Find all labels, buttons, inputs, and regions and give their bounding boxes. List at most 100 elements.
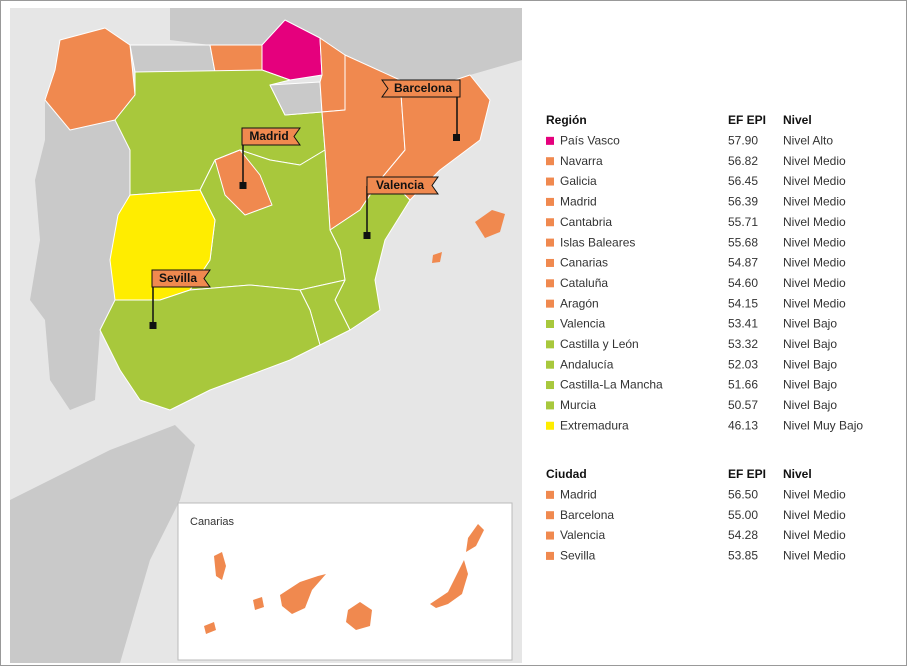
row-score: 52.03 [728,357,758,371]
canarias-inset: Canarias [177,502,513,661]
row-name: Aragón [560,296,599,310]
column-header: Nivel [783,113,812,127]
island [280,574,326,614]
row-score: 54.60 [728,276,758,290]
row-score: 51.66 [728,378,758,392]
row-name: Valencia [560,317,605,331]
row-name: País Vasco [560,134,620,148]
color-swatch [546,218,554,227]
row-name: Murcia [560,398,596,412]
row-level: Nivel Muy Bajo [783,418,863,432]
row-level: Nivel Bajo [783,337,837,351]
row-level: Nivel Medio [783,488,846,502]
flag-label: Valencia [376,178,424,192]
column-header: EF EPI [728,467,766,481]
row-name: Castilla y León [560,337,639,351]
row-level: Nivel Medio [783,296,846,310]
row-name: Islas Baleares [560,235,635,249]
portugal [30,100,130,410]
flag-valencia: Valencia [363,176,439,239]
row-level: Nivel Bajo [783,398,837,412]
color-swatch [546,531,554,540]
island [466,524,484,552]
color-swatch [546,136,554,145]
row-level: Nivel Medio [783,195,846,209]
row-level: Nivel Medio [783,235,846,249]
island [253,597,264,610]
row-score: 54.87 [728,256,758,270]
row-level: Nivel Bajo [783,378,837,392]
row-name: Canarias [560,256,608,270]
color-swatch [546,360,554,369]
row-score: 55.00 [728,508,758,522]
row-name: Madrid [560,488,597,502]
row-name: Sevilla [560,549,596,563]
column-header: Nivel [783,467,812,481]
row-level: Nivel Bajo [783,317,837,331]
color-swatch [546,238,554,247]
row-score: 55.68 [728,235,758,249]
island [214,552,226,580]
row-level: Nivel Medio [783,154,846,168]
legend: Región EF EPI Nivel País Vasco 57.90 Nivel Al… [546,113,863,563]
row-name: Extremadura [560,418,629,432]
color-swatch [546,551,554,560]
color-swatch [546,340,554,349]
cantabria [209,44,263,73]
row-level: Nivel Medio [783,256,846,270]
row-level: Nivel Medio [783,508,846,522]
row-name: Valencia [560,528,605,542]
row-name: Castilla-La Mancha [560,378,663,392]
color-swatch [546,511,554,520]
map: Barcelona Madrid Valencia Sevilla Canari… [10,8,522,663]
row-score: 55.71 [728,215,758,229]
color-swatch [546,157,554,166]
row-score: 53.85 [728,549,758,563]
island [346,602,372,630]
row-score: 54.28 [728,528,758,542]
flag-label: Barcelona [394,81,452,95]
color-swatch [546,177,554,186]
row-score: 50.57 [728,398,758,412]
row-level: Nivel Medio [783,215,846,229]
row-score: 53.32 [728,337,758,351]
asturias [129,44,216,73]
column-header: Ciudad [546,467,587,481]
row-name: Barcelona [560,508,614,522]
row-score: 46.13 [728,418,758,432]
inset-title: Canarias [190,516,235,528]
africa [10,425,195,663]
row-score: 56.50 [728,488,758,502]
column-header: EF EPI [728,113,766,127]
cataluna [379,74,491,201]
flag-label: Madrid [249,129,288,143]
flag-barcelona: Barcelona [381,79,461,141]
baleares [475,210,505,238]
color-swatch [546,299,554,308]
row-level: Nivel Alto [783,134,833,148]
flag-label: Sevilla [159,271,197,285]
baleares-small [432,252,442,263]
row-score: 56.45 [728,174,758,188]
row-name: Cantabria [560,215,612,229]
row-level: Nivel Bajo [783,357,837,371]
flag-madrid: Madrid [239,127,301,189]
color-swatch [546,279,554,288]
andalucia [99,284,321,411]
color-swatch [546,490,554,499]
row-score: 57.90 [728,134,758,148]
color-swatch [546,258,554,267]
row-score: 56.39 [728,195,758,209]
color-swatch [546,421,554,430]
color-swatch [546,381,554,390]
row-level: Nivel Medio [783,276,846,290]
color-swatch [546,401,554,410]
island [204,622,216,634]
row-level: Nivel Medio [783,549,846,563]
row-name: Navarra [560,154,603,168]
row-name: Madrid [560,195,597,209]
row-name: Andalucía [560,357,614,371]
row-level: Nivel Medio [783,174,846,188]
